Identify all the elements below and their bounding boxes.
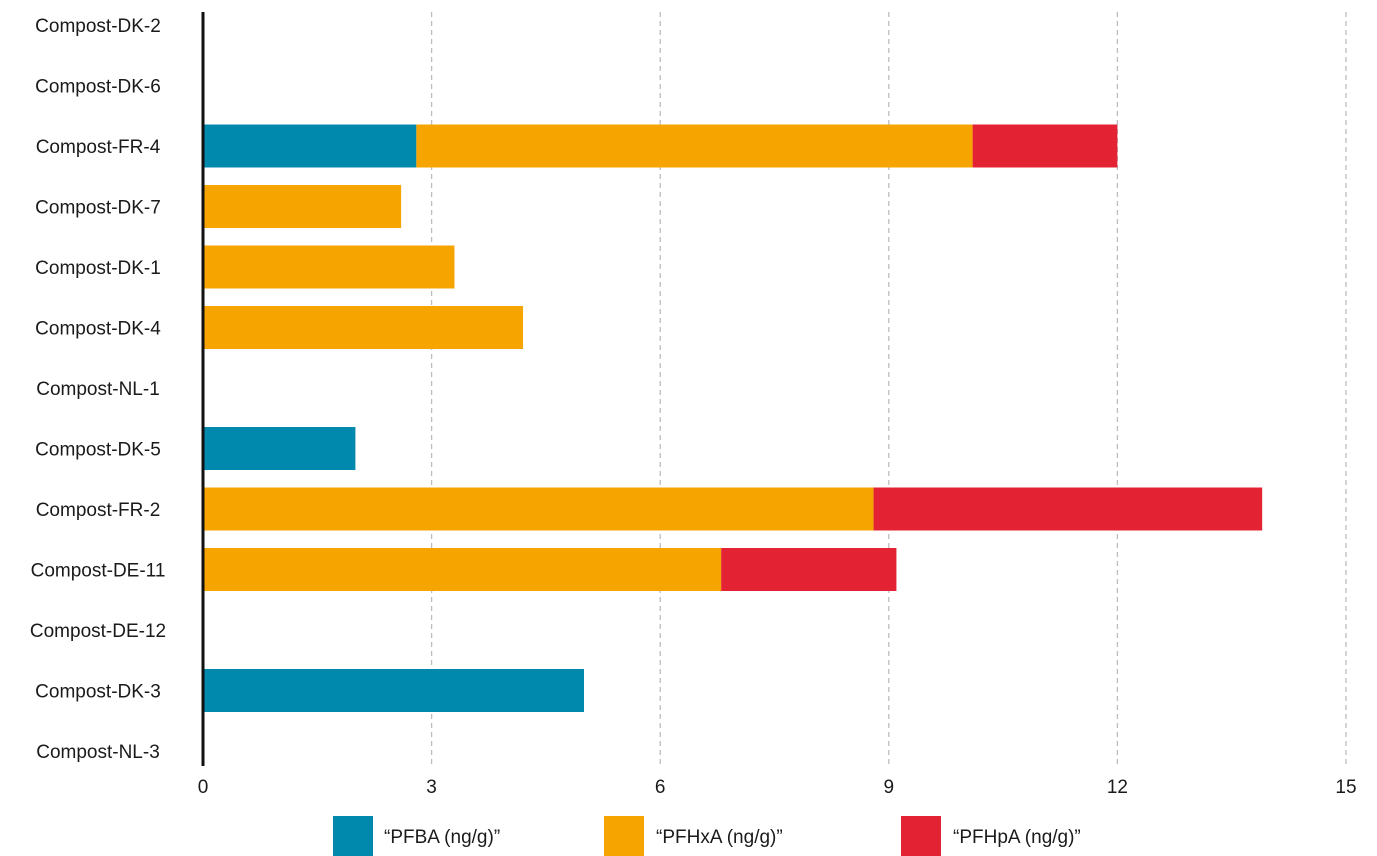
category-label: Compost-DK-4 [35, 319, 161, 340]
x-tick-label: 9 [884, 777, 895, 798]
bar-segment [203, 185, 402, 228]
category-label: Compost-NL-3 [36, 742, 160, 763]
legend-label: “PFBA (ng/g)” [384, 827, 500, 848]
legend-swatch [333, 816, 373, 856]
x-tick-label: 0 [198, 777, 209, 798]
x-tick-label: 6 [655, 777, 666, 798]
bar-segment [972, 124, 1118, 168]
bar-segment [203, 306, 524, 349]
category-label: Compost-DK-5 [35, 440, 161, 461]
category-label: Compost-FR-2 [36, 500, 161, 521]
x-tick-labels: 0 3 6 9 12 15 [198, 777, 1357, 798]
legend-label: “PFHpA (ng/g)” [953, 827, 1081, 848]
category-label: Compost-DK-6 [35, 77, 161, 98]
bar-segment [203, 487, 874, 531]
category-label: Compost-DE-11 [31, 561, 166, 582]
x-tick-label: 15 [1335, 777, 1356, 798]
category-label: Compost-DK-7 [35, 198, 161, 219]
category-label: Compost-FR-4 [36, 137, 161, 158]
legend-swatch [604, 816, 644, 856]
bar-segment [721, 548, 897, 591]
bar-segment [203, 124, 417, 168]
legend-label: “PFHxA (ng/g)” [656, 827, 783, 848]
legend-swatch [901, 816, 941, 856]
bar-segment [203, 669, 584, 712]
bar-segment [203, 548, 722, 591]
category-label: Compost-DE-12 [30, 621, 166, 642]
legend: “PFBA (ng/g)” “PFHxA (ng/g)” “PFHpA (ng/g)… [333, 816, 1081, 856]
category-label: Compost-DK-2 [35, 16, 161, 37]
x-tick-label: 3 [426, 777, 437, 798]
bar-segment [873, 487, 1263, 531]
category-labels: Compost-DK-2 Compost-DK-6 Compost-FR-4 Comp… [30, 16, 166, 763]
bar-segment [203, 427, 356, 470]
category-label: Compost-NL-1 [36, 379, 160, 400]
category-label: Compost-DK-3 [35, 682, 161, 703]
bars [203, 124, 1263, 712]
bar-segment [416, 124, 973, 168]
bar-segment [203, 245, 455, 289]
x-tick-label: 12 [1107, 777, 1128, 798]
category-label: Compost-DK-1 [35, 258, 161, 279]
